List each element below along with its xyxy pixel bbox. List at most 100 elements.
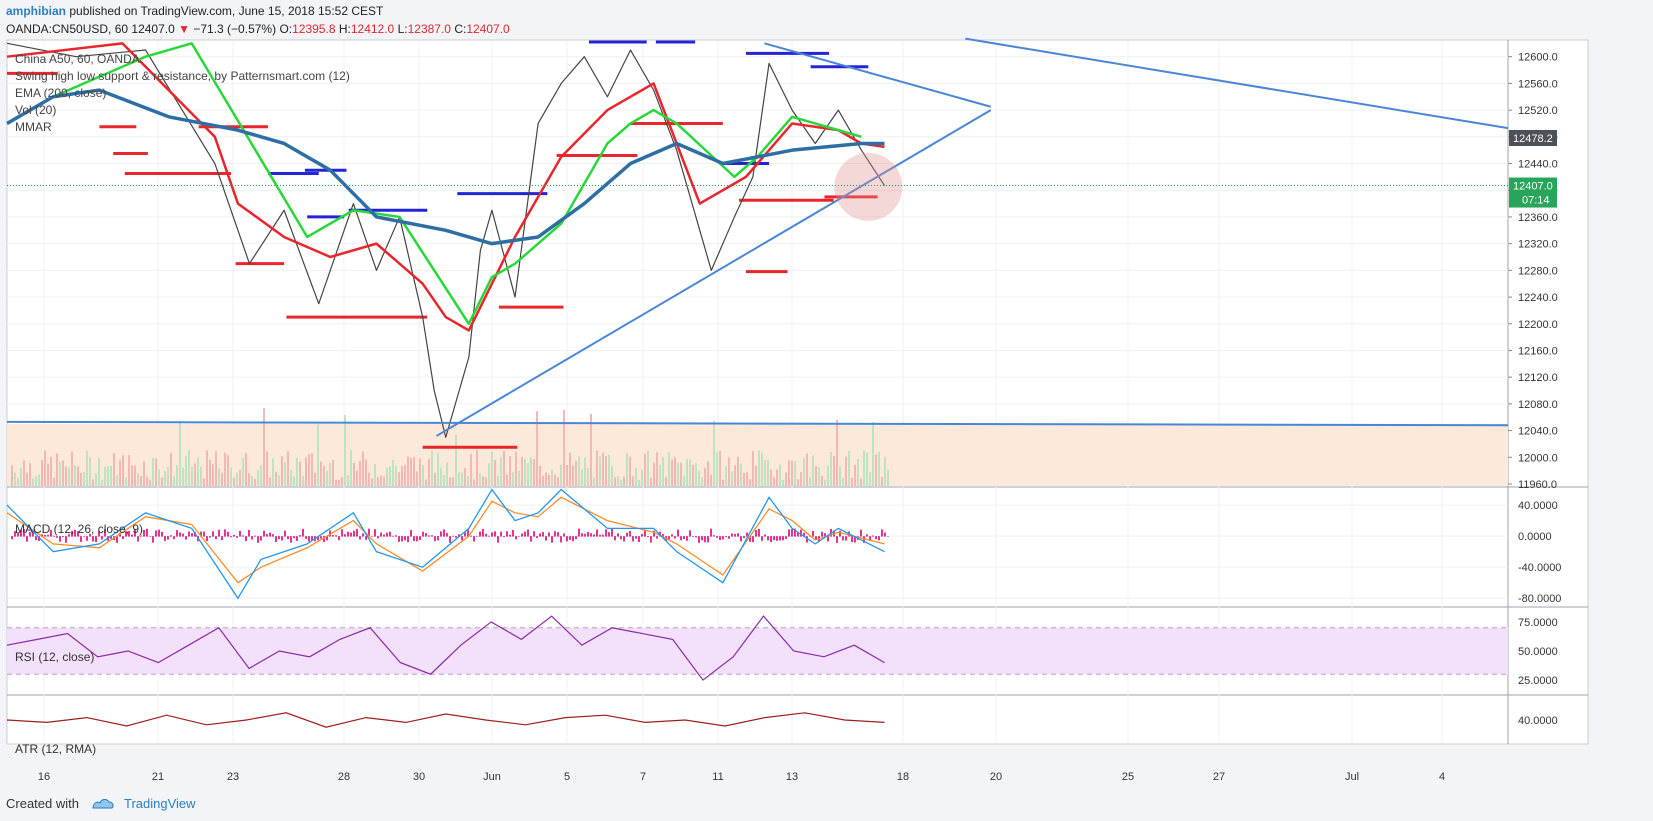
time-tick-label: 4: [1439, 771, 1445, 783]
macd-histogram-bar: [35, 536, 37, 540]
volume-bar: [350, 450, 352, 486]
volume-bar: [92, 479, 94, 486]
volume-bar: [245, 452, 247, 486]
macd-pane-title[interactable]: MACD (12, 26, close, 9): [15, 522, 144, 536]
tradingview-brand-link[interactable]: TradingView: [124, 796, 196, 811]
macd-histogram-bar: [590, 533, 592, 537]
price-tick-label: 12320.0: [1518, 239, 1558, 251]
macd-histogram-bar: [539, 533, 541, 537]
macd-histogram-bar: [218, 529, 220, 537]
volume-bar: [863, 450, 865, 486]
price-tick-label: 12240.0: [1518, 292, 1558, 304]
macd-histogram-bar: [392, 535, 394, 537]
volume-bar: [572, 465, 574, 486]
macd-histogram-bar: [599, 534, 601, 537]
legend-volume[interactable]: Vol (20): [15, 103, 57, 117]
volume-bar: [881, 476, 883, 486]
volume-bar: [683, 475, 685, 486]
volume-bar: [503, 450, 505, 486]
volume-bar: [854, 464, 856, 486]
volume-bar: [89, 457, 91, 486]
macd-histogram-bar: [584, 533, 586, 537]
macd-histogram-bar: [776, 536, 778, 541]
macd-histogram-bar: [794, 528, 796, 537]
macd-tick-label: 40.0000: [1518, 500, 1558, 512]
volume-bar: [707, 461, 709, 486]
macd-histogram-bar: [683, 536, 685, 540]
macd-histogram-bar: [536, 536, 538, 538]
price-tick-label: 12520.0: [1518, 105, 1558, 117]
macd-histogram-bar: [275, 536, 277, 542]
volume-bar: [674, 457, 676, 486]
macd-histogram-bar: [47, 534, 49, 537]
macd-histogram-bar: [719, 536, 721, 540]
macd-histogram-bar: [242, 535, 244, 537]
macd-histogram-bar: [764, 534, 766, 537]
volume-bar: [422, 465, 424, 486]
ema-price-tag: [1509, 130, 1557, 147]
rsi-pane-title[interactable]: RSI (12, close): [15, 650, 95, 664]
volume-bar: [584, 457, 586, 486]
macd-histogram-bar: [374, 529, 376, 537]
macd-histogram-bar: [191, 533, 193, 537]
macd-histogram-bar: [296, 536, 298, 541]
atr-pane-title[interactable]: ATR (12, RMA): [15, 742, 97, 756]
macd-histogram-bar: [278, 536, 280, 540]
macd-histogram-bar: [629, 530, 631, 537]
macd-line: [6, 488, 885, 600]
macd-histogram-bar: [497, 536, 499, 543]
macd-histogram-bar: [578, 528, 580, 537]
macd-histogram-bar: [560, 536, 562, 543]
volume-bar: [506, 474, 508, 486]
macd-histogram-bar: [83, 535, 85, 537]
macd-histogram-bar: [488, 535, 490, 537]
macd-histogram-bar: [80, 536, 82, 542]
macd-histogram-bar: [740, 536, 742, 542]
volume-bar: [605, 456, 607, 486]
volume-bar: [635, 468, 637, 486]
macd-histogram-bar: [71, 531, 73, 537]
close-value: 12407.0: [466, 22, 510, 36]
volume-bar: [293, 476, 295, 486]
volume-bar: [872, 422, 874, 486]
macd-histogram-bar: [731, 533, 733, 537]
volume-bar: [401, 466, 403, 486]
macd-histogram-bar: [41, 534, 43, 537]
macd-histogram-bar: [86, 536, 88, 541]
volume-bar: [722, 479, 724, 486]
volume-bar: [308, 454, 310, 486]
macd-histogram-bar: [758, 528, 760, 537]
macd-histogram-bar: [749, 536, 751, 542]
volume-bar: [749, 479, 751, 486]
legend-swing-indicator[interactable]: Swing high low support & resistance, by …: [15, 69, 350, 83]
volume-bar: [455, 434, 457, 486]
author-link[interactable]: amphibian: [6, 4, 67, 18]
volume-bar: [758, 450, 760, 486]
ohlc-header: OANDA:CN50USD, 60 12407.0 ▼ −71.3 (−0.57…: [6, 22, 510, 36]
legend-symbol[interactable]: China A50, 60, OANDA: [15, 52, 140, 66]
macd-histogram-bar: [686, 536, 688, 541]
macd-histogram-bar: [284, 530, 286, 537]
legend-ema[interactable]: EMA (200, close): [15, 86, 107, 100]
macd-histogram-bar: [143, 529, 145, 537]
macd-histogram-bar: [524, 531, 526, 537]
volume-bar: [176, 465, 178, 486]
volume-bar: [320, 461, 322, 486]
macd-histogram-bar: [416, 536, 418, 542]
volume-bar: [479, 473, 481, 486]
macd-histogram-bar: [386, 532, 388, 537]
volume-bar: [536, 411, 538, 486]
macd-histogram-bar: [620, 536, 622, 540]
last-price-label: 12407.0: [1513, 181, 1553, 193]
trendline: [965, 37, 1509, 130]
high-label: H:: [338, 22, 351, 36]
volume-bar: [263, 408, 265, 486]
volume-bar: [539, 465, 541, 486]
macd-histogram-bar: [791, 529, 793, 537]
legend-mmar[interactable]: MMAR: [15, 120, 52, 134]
macd-histogram-bar: [308, 536, 310, 542]
volume-bar: [728, 457, 730, 486]
macd-histogram-bar: [626, 532, 628, 537]
macd-histogram-bar: [239, 530, 241, 537]
